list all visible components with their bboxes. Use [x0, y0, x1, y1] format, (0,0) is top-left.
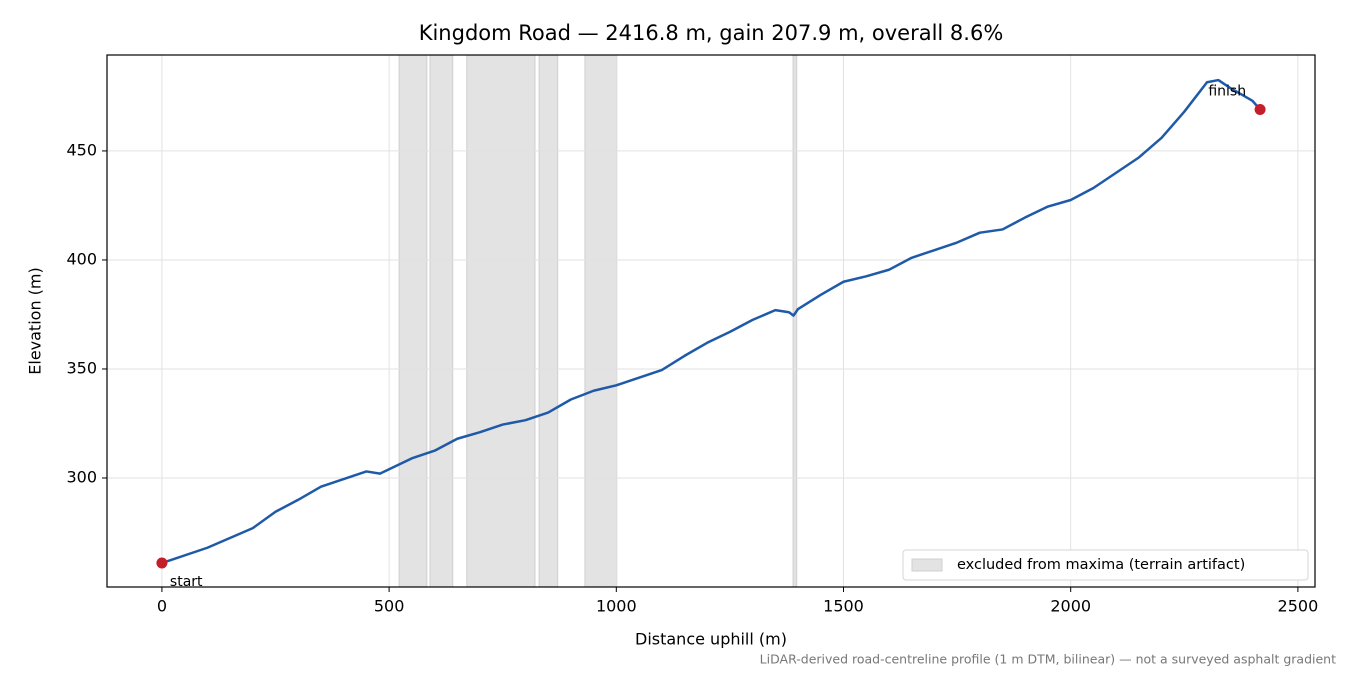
- endpoint-marker: [156, 557, 168, 569]
- footnote: LiDAR-derived road-centreline profile (1…: [760, 652, 1336, 667]
- y-tick-label: 350: [66, 358, 97, 377]
- y-tick-label: 450: [66, 140, 97, 159]
- excluded-band: [584, 54, 618, 588]
- x-tick-label: 1000: [596, 597, 637, 616]
- legend-swatch: [911, 558, 943, 572]
- excluded-band: [466, 54, 536, 588]
- excluded-band: [398, 54, 428, 588]
- y-axis-label: Elevation (m): [26, 267, 45, 374]
- plot-frame: [106, 54, 1316, 588]
- x-tick-label: 0: [157, 597, 167, 616]
- elevation-line: [161, 78, 1262, 565]
- x-tick-label: 500: [374, 597, 405, 616]
- y-tick-label: 300: [66, 467, 97, 486]
- excluded-band: [792, 54, 798, 588]
- x-axis-label: Distance uphill (m): [635, 630, 787, 649]
- excluded-band: [429, 54, 454, 588]
- x-tick-label: 2000: [1050, 597, 1091, 616]
- x-tick-label: 2500: [1278, 597, 1319, 616]
- chart-title: Kingdom Road — 2416.8 m, gain 207.9 m, o…: [419, 21, 1004, 45]
- marker-label: finish: [1208, 84, 1246, 100]
- endpoint-marker: [1254, 104, 1266, 116]
- excluded-band: [538, 54, 559, 588]
- legend-box: [902, 549, 1309, 581]
- x-tick-label: 1500: [823, 597, 864, 616]
- y-tick-label: 400: [66, 249, 97, 268]
- legend-label: excluded from maxima (terrain artifact): [957, 557, 1245, 573]
- marker-label: start: [170, 574, 203, 590]
